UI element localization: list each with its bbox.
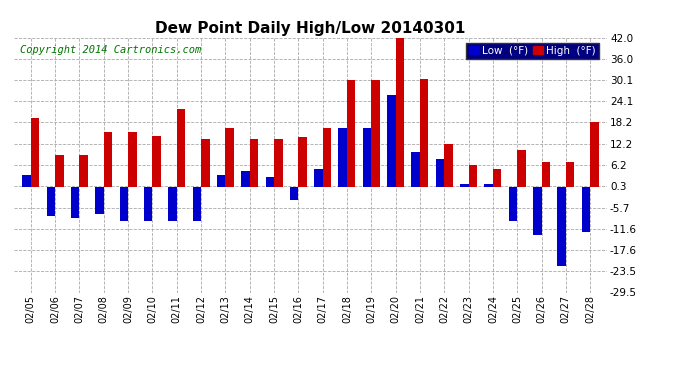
Bar: [444, 144, 453, 187]
Bar: [314, 170, 323, 187]
Bar: [144, 187, 152, 221]
Bar: [566, 162, 574, 187]
Title: Dew Point Daily High/Low 20140301: Dew Point Daily High/Low 20140301: [155, 21, 466, 36]
Bar: [339, 129, 347, 187]
Bar: [558, 187, 566, 266]
Bar: [31, 118, 39, 187]
Bar: [518, 150, 526, 187]
Bar: [347, 80, 355, 187]
Bar: [533, 187, 542, 236]
Bar: [371, 80, 380, 187]
Legend: Low  (°F), High  (°F): Low (°F), High (°F): [466, 43, 599, 59]
Bar: [395, 38, 404, 187]
Bar: [250, 139, 258, 187]
Bar: [201, 139, 210, 187]
Bar: [152, 136, 161, 187]
Bar: [128, 132, 137, 187]
Bar: [47, 187, 55, 216]
Bar: [104, 132, 112, 187]
Bar: [323, 129, 331, 187]
Bar: [241, 171, 250, 187]
Bar: [274, 139, 282, 187]
Bar: [55, 155, 63, 187]
Bar: [411, 152, 420, 187]
Bar: [226, 129, 234, 187]
Bar: [542, 162, 550, 187]
Bar: [436, 159, 444, 187]
Bar: [484, 184, 493, 187]
Bar: [22, 175, 31, 187]
Bar: [79, 155, 88, 187]
Bar: [168, 187, 177, 221]
Bar: [493, 169, 502, 187]
Bar: [387, 94, 395, 187]
Bar: [469, 165, 477, 187]
Bar: [590, 122, 599, 187]
Bar: [95, 187, 104, 214]
Bar: [509, 187, 518, 221]
Bar: [71, 187, 79, 218]
Bar: [217, 175, 226, 187]
Bar: [420, 78, 428, 187]
Bar: [266, 177, 274, 187]
Bar: [363, 129, 371, 187]
Bar: [298, 137, 307, 187]
Bar: [177, 109, 185, 187]
Text: Copyright 2014 Cartronics.com: Copyright 2014 Cartronics.com: [20, 45, 201, 55]
Bar: [290, 187, 298, 200]
Bar: [582, 187, 590, 232]
Bar: [460, 184, 469, 187]
Bar: [193, 187, 201, 221]
Bar: [119, 187, 128, 221]
